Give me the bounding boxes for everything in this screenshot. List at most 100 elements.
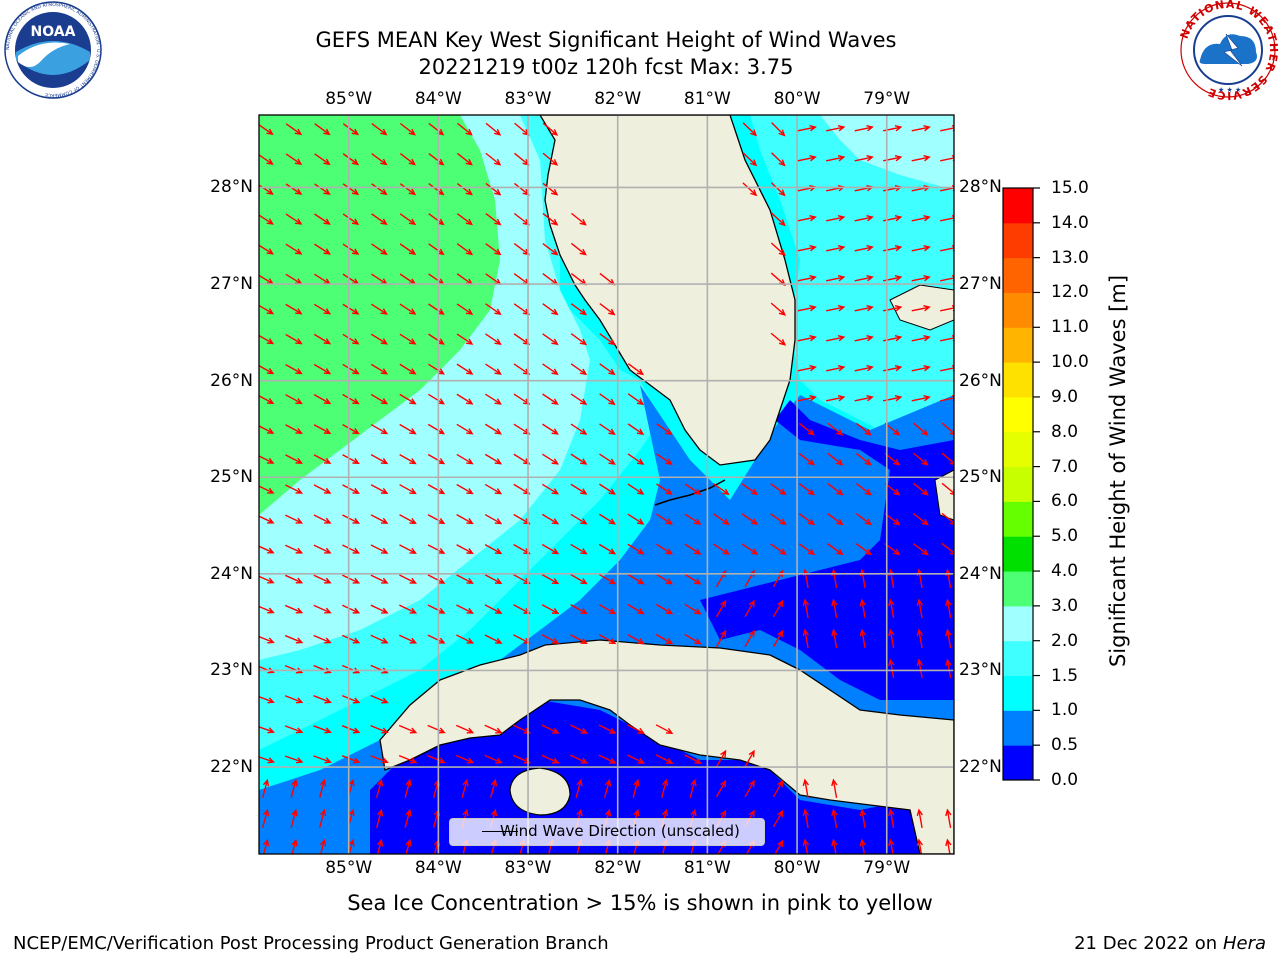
colorbar-tick-label: 15.0 bbox=[1051, 178, 1089, 198]
wind-arrow bbox=[485, 213, 502, 226]
wind-arrow bbox=[599, 453, 616, 465]
wind-arrow bbox=[656, 513, 673, 525]
wind-arrow bbox=[314, 243, 331, 255]
wind-arrow bbox=[827, 483, 844, 496]
wind-arrow bbox=[599, 303, 616, 316]
nws-logo: NATIONAL WEATHER SERVICE ★ ★ ★ bbox=[1178, 0, 1279, 102]
wind-arrow bbox=[427, 574, 446, 584]
wind-arrow bbox=[632, 778, 640, 798]
wind-arrow bbox=[827, 513, 844, 526]
wind-arrow bbox=[513, 604, 531, 614]
wind-arrow bbox=[513, 393, 531, 405]
wind-arrow bbox=[570, 423, 588, 435]
lat-tick-left: 25°N bbox=[210, 467, 253, 488]
wind-wave-arrows bbox=[259, 122, 954, 854]
colorbar-tick-label: 4.0 bbox=[1051, 561, 1079, 582]
map-frame bbox=[258, 114, 955, 855]
wind-arrow bbox=[375, 778, 384, 798]
wind-arrow bbox=[826, 335, 846, 342]
wind-arrow bbox=[513, 724, 532, 734]
wind-arrow bbox=[772, 779, 784, 798]
wind-arrow bbox=[456, 634, 475, 644]
wind-arrow bbox=[570, 634, 588, 645]
lon-tick-top: 79°W bbox=[863, 89, 911, 109]
wind-arrow bbox=[513, 513, 531, 525]
wind-arrow bbox=[684, 573, 702, 585]
lon-tick-top: 80°W bbox=[773, 89, 821, 109]
wind-arrow bbox=[428, 363, 445, 375]
wind-arrow bbox=[888, 838, 895, 854]
wind-arrow bbox=[715, 749, 727, 768]
wind-arrow bbox=[370, 634, 389, 644]
wind-arrow bbox=[798, 483, 816, 496]
wind-arrow bbox=[827, 422, 844, 436]
wind-arrow bbox=[770, 483, 787, 496]
wind-arrow bbox=[428, 303, 445, 315]
wind-arrow bbox=[314, 123, 331, 136]
colorbar-cell bbox=[1003, 745, 1033, 781]
footer-date-text: 21 Dec 2022 on bbox=[1074, 933, 1218, 954]
legend-label: Wind Wave Direction (unscaled) bbox=[500, 822, 740, 840]
wind-arrow bbox=[313, 604, 332, 614]
wind-arrow bbox=[570, 393, 588, 405]
wind-arrow bbox=[314, 213, 331, 225]
wind-arrow bbox=[485, 363, 502, 375]
colorbar-cell bbox=[1003, 396, 1033, 433]
wind-arrow bbox=[570, 573, 588, 585]
wind-arrow bbox=[399, 153, 416, 166]
wind-arrow bbox=[826, 125, 846, 132]
wind-arrow bbox=[656, 423, 673, 436]
wind-arrow bbox=[911, 395, 931, 402]
wind-arrow bbox=[313, 514, 332, 524]
wind-arrow bbox=[370, 544, 389, 554]
wind-arrow bbox=[284, 574, 304, 584]
wind-arrow bbox=[485, 122, 502, 136]
wind-arrow bbox=[342, 213, 360, 225]
wind-arrow bbox=[259, 154, 274, 165]
wind-arrow bbox=[771, 152, 786, 167]
wind-arrow bbox=[370, 333, 389, 345]
wind-arrow bbox=[598, 513, 617, 525]
wind-arrow bbox=[542, 152, 559, 166]
lat-tick-left: 22°N bbox=[210, 757, 253, 778]
wind-arrow bbox=[770, 332, 787, 346]
wind-arrow bbox=[284, 725, 304, 734]
wind-arrow bbox=[599, 423, 616, 435]
wind-arrow bbox=[797, 275, 817, 282]
wind-arrow bbox=[370, 514, 389, 524]
wind-arrow bbox=[742, 182, 758, 197]
wind-arrow bbox=[341, 694, 361, 704]
wind-arrow bbox=[285, 363, 303, 375]
wind-arrow bbox=[259, 395, 275, 404]
wind-arrow bbox=[318, 778, 327, 798]
wind-arrow bbox=[456, 393, 474, 405]
lon-tick-bottom: 79°W bbox=[863, 858, 911, 878]
wind-arrow bbox=[456, 213, 474, 226]
wind-arrow bbox=[456, 243, 474, 256]
wind-arrow bbox=[854, 395, 874, 402]
wind-arrow bbox=[627, 483, 645, 495]
wind-arrow bbox=[427, 514, 446, 525]
wind-arrow bbox=[341, 634, 361, 644]
colorbar-cell bbox=[1003, 327, 1033, 363]
colorbar-cell bbox=[1003, 501, 1033, 537]
wind-arrow bbox=[715, 779, 727, 798]
map-legend bbox=[449, 818, 765, 846]
wind-arrow bbox=[342, 333, 360, 345]
sea-ice-note: Sea Ice Concentration > 15% is shown in … bbox=[347, 891, 933, 915]
wind-arrow bbox=[802, 808, 810, 828]
wind-arrow bbox=[259, 364, 275, 375]
wind-arrow bbox=[797, 125, 817, 132]
wind-arrow bbox=[398, 754, 418, 764]
wind-arrow bbox=[319, 838, 327, 854]
wind-arrow bbox=[655, 724, 674, 734]
wave-band-3.0-4.0 bbox=[259, 115, 500, 515]
wind-arrow bbox=[461, 778, 469, 798]
wind-arrow bbox=[541, 573, 560, 585]
wind-arrow bbox=[911, 155, 931, 162]
wind-arrow bbox=[259, 425, 275, 434]
wind-arrow bbox=[456, 544, 474, 555]
colorbar-cell bbox=[1003, 640, 1033, 677]
wind-arrow bbox=[399, 544, 417, 554]
wind-arrow bbox=[542, 453, 559, 465]
